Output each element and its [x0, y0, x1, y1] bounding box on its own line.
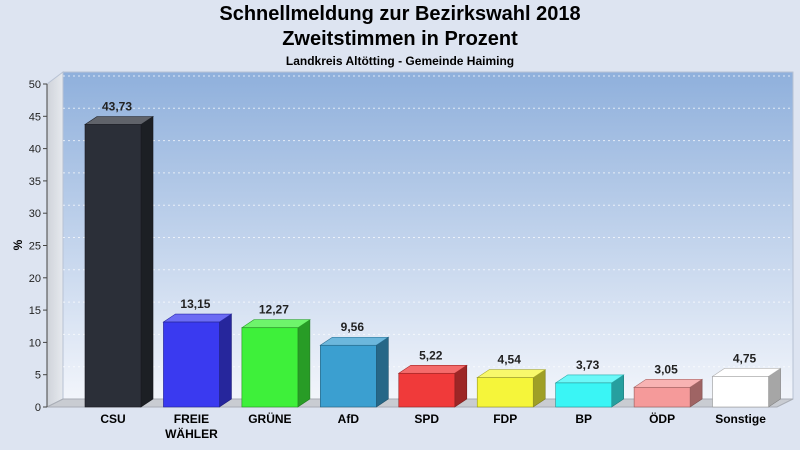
bar-value-label: 12,27: [259, 303, 289, 317]
y-axis: 0 5 10 15 20 25 30 35 40 45 50%: [11, 79, 48, 414]
bar-value-label: 4,54: [498, 353, 522, 367]
bar: [554, 374, 625, 408]
x-tick-label: CSU: [100, 412, 125, 426]
y-tick-label: 20: [29, 273, 41, 285]
bar-front: [241, 327, 299, 408]
x-tick-label: BP: [575, 412, 592, 426]
bar-top: [476, 369, 547, 378]
bar-front: [633, 386, 691, 408]
x-tick-label: ÖDP: [649, 411, 675, 426]
y-axis-label: %: [11, 239, 25, 250]
y-tick-label: 50: [29, 79, 41, 91]
bars: [84, 115, 782, 408]
bar-top: [711, 368, 782, 377]
bar: [711, 367, 782, 408]
bar-value-label: 4,75: [733, 351, 757, 365]
chart-subtitle: Zweitstimmen in Prozent: [282, 28, 518, 50]
bar: [84, 115, 154, 408]
bar-top: [162, 313, 233, 323]
bar-front: [712, 376, 769, 408]
bar-value-label: 9,56: [341, 320, 365, 334]
x-tick-label: FDP: [493, 412, 517, 426]
chart-location: Landkreis Altötting - Gemeinde Haiming: [285, 54, 515, 68]
bar: [240, 319, 311, 408]
bar-top: [319, 336, 390, 346]
bar-top: [397, 364, 468, 374]
x-tick-label: GRÜNE: [248, 411, 291, 426]
bar-front: [555, 382, 612, 408]
bar-side: [376, 336, 389, 408]
bar-side: [219, 313, 232, 408]
x-tick-label: AfD: [338, 412, 360, 426]
bar-value-label: 43,73: [102, 100, 132, 114]
y-tick-label: 25: [29, 241, 41, 253]
x-tick-label: Sonstige: [715, 412, 766, 426]
bar: [319, 336, 390, 408]
y-tick-label: 10: [29, 337, 41, 349]
bar-value-label: 3,05: [654, 362, 678, 376]
bar-top: [84, 116, 154, 125]
chart-title: Schnellmeldung zur Bezirkswahl 2018: [219, 3, 581, 25]
y-tick-label: 15: [29, 305, 41, 317]
bar-front: [476, 377, 534, 408]
bar-value-label: 3,73: [576, 358, 600, 372]
y-tick-label: 30: [29, 208, 41, 220]
x-tick-label: FREIE: [174, 412, 209, 426]
y-tick-label: 5: [35, 370, 41, 382]
y-tick-label: 45: [29, 111, 41, 123]
bar: [397, 364, 468, 408]
bar-top: [633, 378, 704, 388]
bar-front: [163, 321, 220, 408]
bar: [476, 369, 547, 408]
bar-value-label: 5,22: [419, 348, 443, 362]
bar-front: [398, 372, 456, 408]
bar-top: [240, 319, 311, 329]
x-tick-label: WÄHLER: [165, 426, 218, 441]
bar-front: [84, 124, 142, 408]
bar-top: [554, 374, 625, 384]
bar: [162, 313, 233, 408]
bar-value-label: 13,15: [180, 297, 210, 311]
plot-side-wall: [46, 71, 64, 408]
y-tick-label: 0: [35, 402, 41, 414]
bar-side: [140, 115, 154, 408]
y-tick-label: 40: [29, 144, 41, 156]
bar-front: [320, 344, 377, 408]
y-tick-label: 35: [29, 176, 41, 188]
x-tick-label: SPD: [414, 412, 439, 426]
bar: [633, 378, 704, 408]
bar-side: [297, 319, 311, 408]
